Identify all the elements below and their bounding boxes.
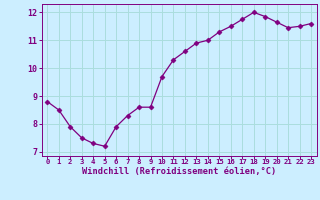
X-axis label: Windchill (Refroidissement éolien,°C): Windchill (Refroidissement éolien,°C) [82, 167, 276, 176]
